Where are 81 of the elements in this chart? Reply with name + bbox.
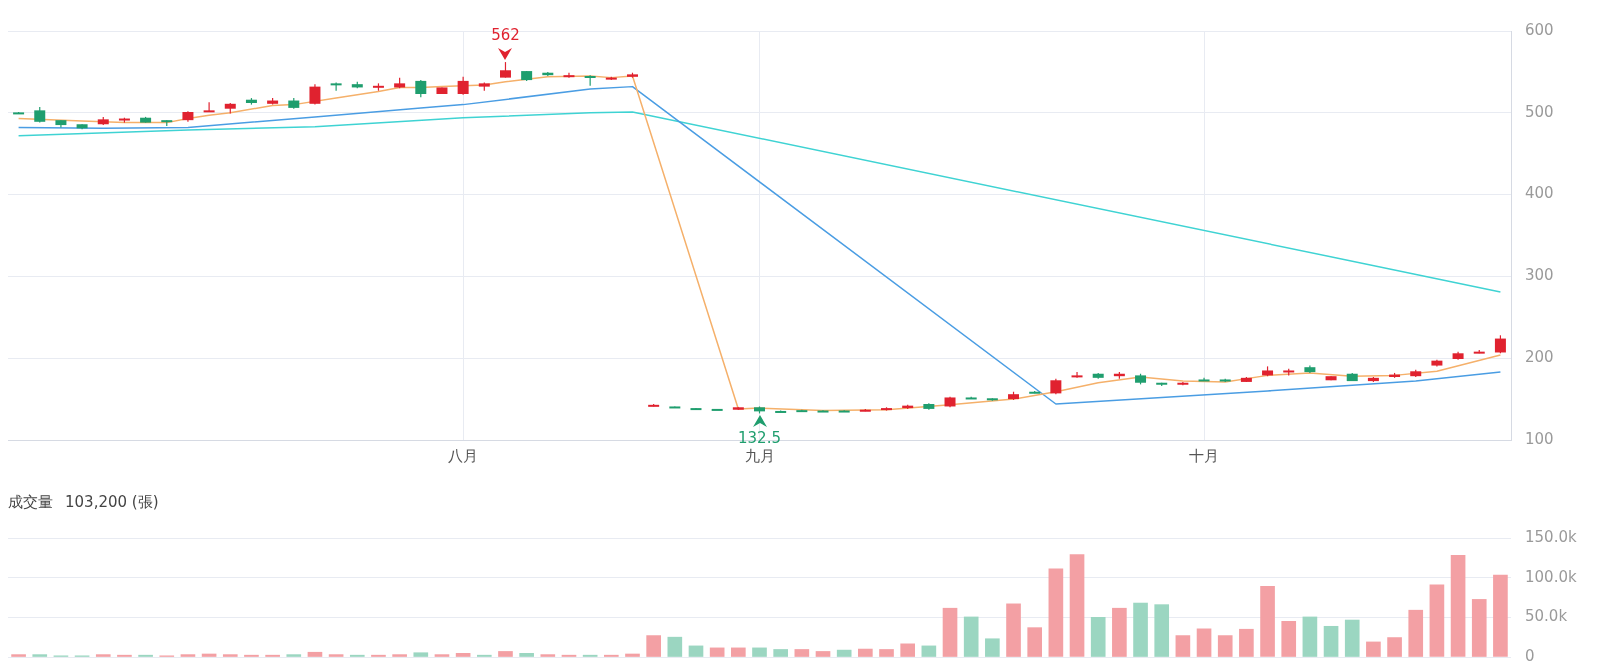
bar [858,648,873,657]
y-tick-label: 500 [1525,102,1554,121]
bar [688,645,704,657]
chart-title: 成交量 [8,493,53,511]
bar [667,636,683,657]
bar [1302,616,1318,657]
bar [1112,607,1127,657]
bar [11,654,26,657]
bar [963,616,979,657]
bar [519,653,534,657]
bar [1048,568,1064,657]
bar [815,651,831,657]
bar [307,651,323,657]
bar [455,653,471,657]
bar [1196,628,1212,657]
bar [1133,602,1148,657]
bar [434,654,450,657]
bar [752,647,767,657]
y-tick-label: 200 [1525,348,1554,367]
bar [1408,609,1424,657]
y-tick-label: 400 [1525,184,1554,203]
candlestick [330,81,342,92]
bar [1260,586,1275,657]
bar [1006,603,1021,657]
annotation: 562 [491,26,520,45]
y-tick-label: 300 [1525,266,1554,285]
candlestick [203,101,215,113]
bar [1027,627,1043,657]
candlestick [563,72,575,79]
bar [1154,604,1170,657]
bar [1323,625,1339,657]
bar [1493,574,1508,657]
bar [709,647,725,657]
bar [646,635,661,657]
bar [1471,599,1487,657]
bar [1387,637,1402,657]
bar [836,649,852,657]
bar [1366,641,1381,657]
bar [921,645,937,657]
bar [942,607,958,657]
candlestick [584,74,596,87]
x-tick-label: 九月 [744,446,775,465]
bar [625,653,640,657]
bar [1429,584,1445,657]
bar [392,654,407,657]
bar [222,654,238,657]
bar [794,649,810,657]
y-tick-label: 150.0k [1525,527,1577,546]
bar [413,652,429,657]
y-tick-label: 50.0k [1525,607,1568,626]
candlestick [817,410,829,413]
bar [985,638,1000,657]
bar [1175,635,1191,657]
bar [731,647,746,657]
bar [32,654,48,657]
y-tick-label: 0 [1525,646,1535,665]
bar [879,649,894,657]
chart-subtitle: 103,200 (張) [65,493,159,511]
bar [95,654,111,657]
bar [498,651,513,657]
annotation: 132.5 [738,428,781,447]
y-tick-label: 600 [1525,20,1554,39]
bar [1450,555,1466,657]
bar [1281,620,1297,657]
bar [540,654,556,657]
bar [1239,628,1254,657]
bar [773,649,788,657]
bar [180,654,196,657]
y-tick-label: 100.0k [1525,567,1577,586]
candlestick [309,83,321,106]
x-tick-label: 八月 [448,446,479,465]
bar [328,654,344,657]
y-tick-label: 100 [1525,429,1554,448]
bar [1217,635,1233,657]
bar [1344,619,1360,657]
bar [900,643,916,657]
bar [286,654,302,657]
bar [1090,617,1106,657]
x-tick-label: 十月 [1189,446,1220,465]
bar [1069,554,1085,657]
candlestick [1071,371,1083,379]
